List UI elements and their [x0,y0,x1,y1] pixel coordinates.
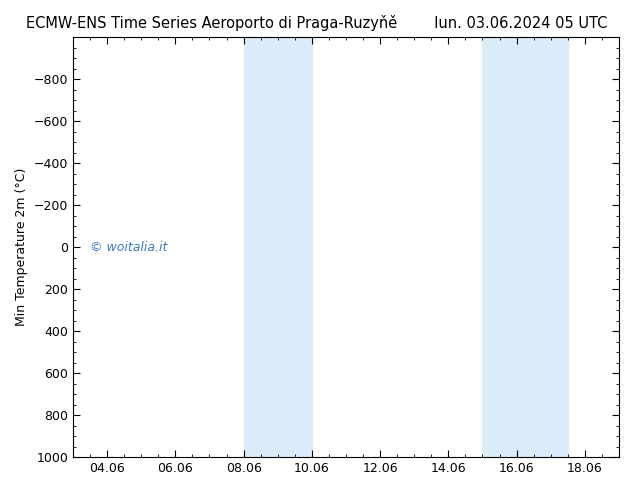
Bar [243,37,312,457]
Text: ECMW-ENS Time Series Aeroporto di Praga-Ruzyňě        lun. 03.06.2024 05 UTC: ECMW-ENS Time Series Aeroporto di Praga-… [27,15,607,31]
Y-axis label: Min Temperature 2m (°C): Min Temperature 2m (°C) [15,168,28,326]
Bar [482,37,568,457]
Text: © woitalia.it: © woitalia.it [90,241,167,254]
Title: ECMW-ENS Time Series Aeroporto di Praga-Ruzyňě     lun. 03.06.2024 05 UTC: ECMW-ENS Time Series Aeroporto di Praga-… [0,489,1,490]
